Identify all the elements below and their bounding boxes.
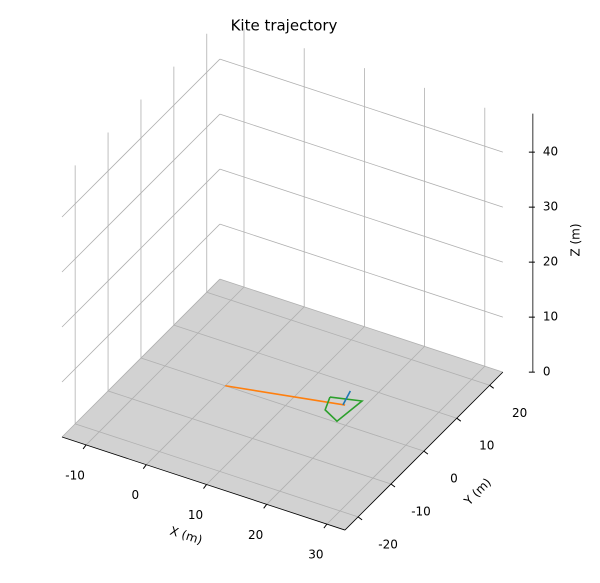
- wall-grid-line: [61, 58, 221, 218]
- floor-grid-line: [75, 423, 359, 518]
- wall-grid-line: [61, 223, 221, 383]
- x-tick: [142, 464, 147, 470]
- x-tick: [203, 484, 207, 489]
- chart-title: Kite trajectory: [231, 17, 338, 35]
- trajectory-line: [324, 396, 364, 423]
- x-tick: [323, 523, 328, 529]
- z-axis-label: Z (m): [569, 223, 583, 256]
- y-tick-label: 20: [512, 406, 527, 420]
- y-tick-label: 10: [479, 439, 494, 453]
- x-tick: [263, 504, 268, 509]
- x-tick-label: 0: [131, 488, 139, 502]
- wall-grid-line: [219, 113, 503, 208]
- y-tick: [489, 384, 495, 389]
- y-tick: [357, 516, 363, 521]
- y-tick-label: 0: [450, 472, 458, 486]
- floor-grid-line: [206, 291, 490, 386]
- y-tick-label: -20: [378, 537, 398, 551]
- floor-grid-line: [107, 390, 392, 485]
- floor-grid-line: [140, 357, 425, 452]
- y-tick: [456, 417, 462, 422]
- wall-grid-line: [219, 223, 503, 318]
- x-tick: [82, 444, 87, 450]
- trajectory-line: [225, 384, 346, 406]
- wall-grid-line: [219, 168, 503, 263]
- wall-grid-line: [219, 58, 503, 153]
- z-tick-label: 40: [543, 145, 558, 159]
- trajectory-line: [342, 390, 352, 406]
- x-axis-label: X (m): [168, 524, 204, 548]
- z-tick-label: 30: [543, 200, 558, 214]
- y-tick: [423, 450, 429, 455]
- floor-grid-line: [173, 324, 457, 419]
- x-tick-label: 10: [188, 508, 203, 522]
- z-tick-label: 0: [543, 365, 551, 379]
- y-axis-label: Y (m): [461, 475, 494, 508]
- y-tick-label: -10: [411, 505, 431, 519]
- wall-grid-line: [61, 113, 221, 273]
- x-tick-label: 20: [248, 528, 263, 542]
- wall-grid-line: [61, 278, 221, 438]
- x-axis-line: [61, 436, 346, 531]
- wall-grid-line: [219, 278, 503, 373]
- z-tick-label: 20: [543, 255, 558, 269]
- wall-grid-line: [61, 168, 221, 328]
- z-tick-label: 10: [543, 310, 558, 324]
- y-tick: [390, 483, 396, 488]
- x-tick-label: 30: [308, 548, 323, 562]
- x-tick-label: -10: [65, 468, 85, 482]
